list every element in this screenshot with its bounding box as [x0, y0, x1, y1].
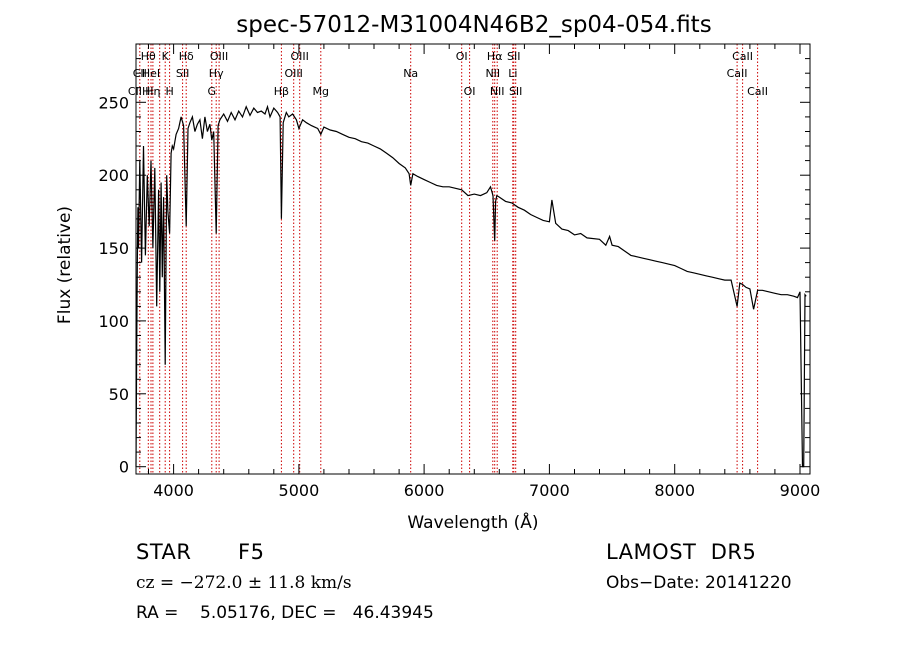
line-label: CaII	[747, 85, 768, 98]
line-label: Hη	[145, 85, 160, 98]
x-tick-label: 4000	[153, 481, 194, 500]
y-tick-label: 150	[98, 239, 129, 258]
line-label: OI	[464, 85, 476, 98]
line-label: OIII	[210, 50, 228, 63]
line-label: NII	[485, 67, 500, 80]
line-label: K	[162, 50, 170, 63]
y-tick-label: 100	[98, 312, 129, 331]
y-tick-label: 50	[109, 385, 129, 404]
line-label: CaII	[732, 50, 753, 63]
line-label: Hδ	[179, 50, 194, 63]
line-label: Hβ	[274, 85, 289, 98]
x-tick-label: 7000	[529, 481, 570, 500]
line-label: Na	[403, 67, 418, 80]
line-label: Hθ	[141, 50, 156, 63]
line-label: OIII	[285, 67, 303, 80]
line-label: SII	[507, 50, 520, 63]
line-label: CaII	[727, 67, 748, 80]
redshift-velocity: cz = −272.0 ± 11.8 km/s	[136, 573, 352, 593]
line-label: OIII	[291, 50, 309, 63]
y-tick-label: 250	[98, 93, 129, 112]
line-label: SII	[176, 67, 189, 80]
line-label: SII	[509, 85, 522, 98]
line-label: OI	[456, 50, 468, 63]
line-label: H	[165, 85, 173, 98]
line-label: G	[208, 85, 217, 98]
line-markers	[139, 44, 759, 474]
y-axis: 0 50 100 150 200 250	[98, 58, 810, 477]
x-tick-label: 5000	[279, 481, 320, 500]
x-tick-label: 8000	[654, 481, 695, 500]
object-subclass: F5	[238, 540, 265, 564]
chart-title: spec-57012-M31004N46B2_sp04-054.fits	[236, 12, 711, 38]
y-tick-label: 200	[98, 166, 129, 185]
spectrum-line	[135, 104, 807, 468]
line-label: Li	[508, 67, 517, 80]
observation-date: Obs−Date: 20141220	[606, 573, 792, 593]
y-axis-label: Flux (relative)	[55, 206, 75, 324]
x-axis-label: Wavelength (Å)	[407, 511, 538, 533]
line-label: Hγ	[209, 67, 224, 80]
line-label: Hα	[487, 50, 503, 63]
line-label: NII	[490, 85, 505, 98]
x-tick-label: 9000	[780, 481, 821, 500]
y-tick-label: 0	[119, 458, 129, 477]
line-label: Mg	[313, 85, 329, 98]
object-class: STAR	[136, 540, 192, 564]
x-axis: 4000 5000 6000 7000 8000 9000	[148, 44, 821, 500]
ra-dec-coordinates: RA = 5.05176, DEC = 46.43945	[136, 603, 434, 623]
plot-frame	[135, 43, 811, 475]
x-tick-label: 6000	[404, 481, 445, 500]
line-label: HeI	[142, 67, 160, 80]
line-label: CIIH	[128, 85, 150, 98]
survey-release: LAMOST DR5	[606, 540, 757, 564]
